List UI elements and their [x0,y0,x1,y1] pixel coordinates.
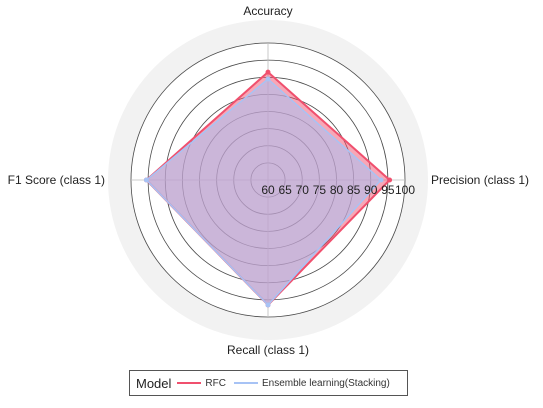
radial-tick-labels: 60 65 70 75 80 85 90 95 100 [261,183,415,197]
tick-label-85: 85 [347,183,361,197]
legend-swatch-stacking [233,378,258,388]
radar-chart: 60 65 70 75 80 85 90 95 100 Accuracy Precision (c… [8,4,529,357]
axis-labels: Accuracy Precision (class 1) Recall (class… [8,4,529,357]
tick-label-75: 75 [313,183,327,197]
legend-label-stacking: Ensemble learning(Stacking) [261,377,390,389]
legend-label-rfc: RFC [205,377,226,389]
axis-label-2: Recall (class 1) [227,343,309,357]
tick-label-60: 60 [261,183,275,197]
axis-label-1: Precision (class 1) [431,173,529,187]
series-point-ensemble-learning-stacking-2[interactable] [265,302,271,308]
legend-item-rfc[interactable]: RFC [177,378,226,389]
series-polygons [143,69,393,308]
axis-label-3: F1 Score (class 1) [8,173,105,187]
tick-label-95: 95 [381,183,395,197]
legend: Model RFC Ensemble learning(Stacking) [129,370,408,396]
legend-item-stacking[interactable]: Ensemble learning(Stacking) [233,377,390,389]
series-point-rfc-0[interactable] [265,69,271,75]
tick-label-70: 70 [296,183,310,197]
axis-label-0: Accuracy [243,4,292,18]
legend-title: Model [136,375,172,391]
legend-swatch-rfc [177,378,202,388]
series-point-ensemble-learning-stacking-0[interactable] [265,76,271,82]
series-point-rfc-1[interactable] [387,177,393,183]
series-point-ensemble-learning-stacking-1[interactable] [378,177,384,183]
tick-label-65: 65 [278,183,292,197]
tick-label-90: 90 [364,183,378,197]
tick-label-80: 80 [330,183,344,197]
series-point-ensemble-learning-stacking-3[interactable] [143,177,149,183]
tick-label-100: 100 [395,183,415,197]
